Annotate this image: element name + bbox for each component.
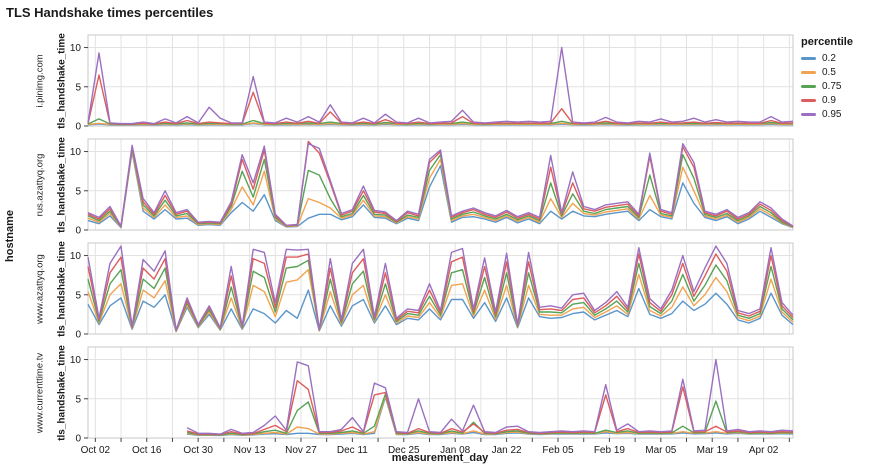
y-tick-label: 5 [75,82,81,93]
facet-hostname-label: www.azattyq.org [34,253,46,324]
y-tick-label: 0 [75,122,81,133]
facet-hostname-label: i.pinimg.com [34,53,46,108]
facet-border [87,346,794,439]
x-tick-label: Feb 05 [542,445,574,456]
series-0.2 [87,150,794,229]
legend-item-0.95: 0.95 [801,109,853,120]
legend-item-0.5: 0.5 [801,67,853,78]
x-tick-label: Jan 08 [440,445,470,456]
series-0.95 [87,245,794,331]
legend-label: 0.75 [822,81,842,92]
y-tick-label: 5 [75,290,81,301]
y-tick-label: 10 [70,43,82,54]
series-0.95 [186,358,794,435]
y-tick-label: 0 [75,226,81,237]
facet-hostname-label: www.currenttime.tv [34,352,46,433]
facet-hostname-label: rus.azattyq.org [34,153,46,216]
y-tick-label: 0 [75,330,81,341]
facet-y-axis-label: tls_handshake_time [56,136,68,233]
x-tick-label: Nov 27 [285,445,317,456]
facet-www.currenttime.tv: 0 5 10 [70,346,794,445]
x-tick-label: Mar 05 [645,445,677,456]
legend-swatch-icon [801,57,816,60]
x-tick-label: Apr 02 [749,445,779,456]
legend: percentile 0.2 0.5 0.75 0.9 0.95 [801,36,853,123]
y-tick-label: 10 [70,147,82,158]
x-tick-label: Mar 19 [697,445,729,456]
legend-item-0.9: 0.9 [801,95,853,106]
legend-swatch-icon [801,85,816,88]
series-0.5 [87,269,794,332]
legend-items: 0.2 0.5 0.75 0.9 0.95 [801,53,853,120]
x-tick-label: Dec 25 [388,445,420,456]
facet-y-axis-label: tls_handshake_time [56,240,68,337]
series-0.5 [87,149,794,229]
legend-label: 0.5 [822,67,836,78]
legend-title: percentile [801,36,853,48]
x-tick-label: Oct 02 [81,445,111,456]
x-tick-label: Jan 22 [492,445,522,456]
facet-y-axis-label: tls_handshake_time [56,32,68,129]
facet-www.azattyq.org: 0 5 10 [70,242,794,341]
facet-border [87,242,794,335]
facet-border [87,138,794,231]
y-tick-label: 0 [75,434,81,445]
series-0.2 [87,287,794,333]
facet-i.pinimg.com: 0 5 10 [70,34,794,133]
legend-swatch-icon [801,71,816,74]
legend-label: 0.95 [822,109,842,120]
facet-rus.azattyq.org: 0 5 10 [70,138,794,237]
legend-swatch-icon [801,99,816,102]
legend-item-0.75: 0.75 [801,81,853,92]
legend-label: 0.9 [822,95,836,106]
facet-border [87,34,794,127]
series-0.95 [87,46,794,125]
y-tick-label: 5 [75,186,81,197]
series-0.95 [87,142,794,227]
x-tick-label: Nov 13 [234,445,266,456]
series-0.75 [87,259,794,332]
x-axis-label: measurement_day [391,452,489,464]
x-tick-label: Feb 19 [594,445,626,456]
x-axis: Oct 02 Oct 16 Oct 30 Nov 13 Nov 27 Dec 11 Dec … [81,438,790,456]
legend-item-0.2: 0.2 [801,53,853,64]
y-tick-label: 10 [70,355,82,366]
y-tick-label: 5 [75,394,81,405]
y-tick-label: 10 [70,251,82,262]
series-0.9 [87,74,794,125]
legend-label: 0.2 [822,53,836,64]
chart-title: TLS Handshake times percentiles [6,5,214,20]
x-tick-label: Oct 30 [183,445,213,456]
facet-y-axis-label: tls_handshake_time [56,344,68,441]
legend-swatch-icon [801,113,816,116]
x-tick-label: Dec 11 [337,445,368,456]
x-tick-label: Oct 16 [132,445,162,456]
